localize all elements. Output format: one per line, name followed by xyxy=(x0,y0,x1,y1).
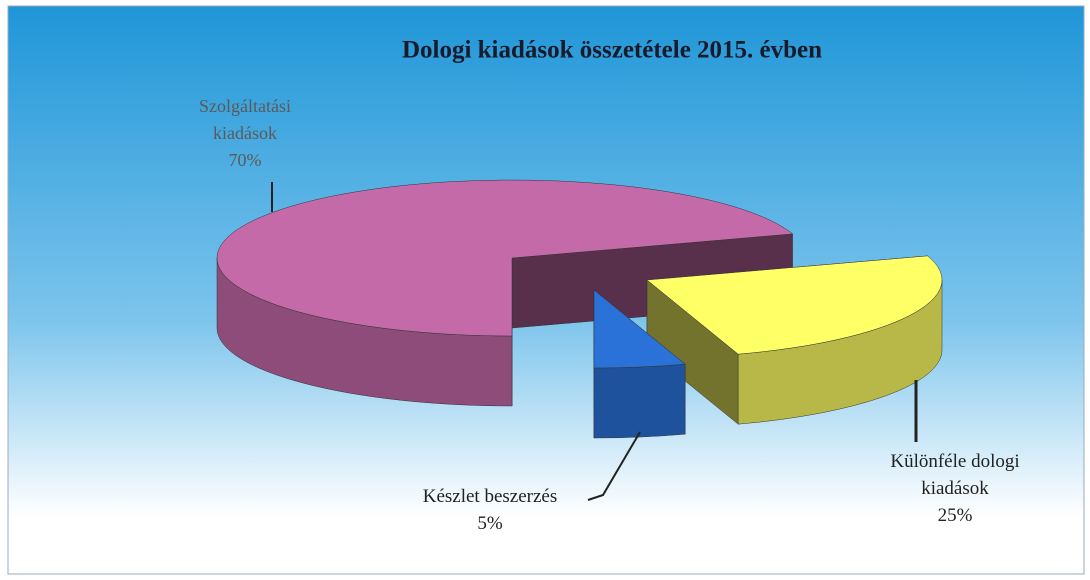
category-label: Készlet beszerzés xyxy=(422,486,558,507)
leader-line xyxy=(587,431,641,501)
slice-top xyxy=(593,289,686,369)
slice-wall xyxy=(593,363,686,439)
slice-top xyxy=(216,179,794,337)
slice-label: Különféle dologi kiadások 25% xyxy=(855,448,1055,529)
category-label: Szolgáltatási kiadások xyxy=(199,96,291,143)
slice-label: Készlet beszerzés 5% xyxy=(380,483,600,537)
slice-label: Szolgáltatási kiadások 70% xyxy=(170,93,320,174)
chart-title: Dologi kiadások összetétele 2015. évben xyxy=(402,37,822,64)
category-label: Különféle dologi kiadások xyxy=(890,451,1020,499)
value-label: 5% xyxy=(477,513,503,534)
value-label: 70% xyxy=(228,150,262,170)
slice-top xyxy=(646,255,943,355)
value-label: 25% xyxy=(937,505,973,526)
pie xyxy=(216,179,943,439)
